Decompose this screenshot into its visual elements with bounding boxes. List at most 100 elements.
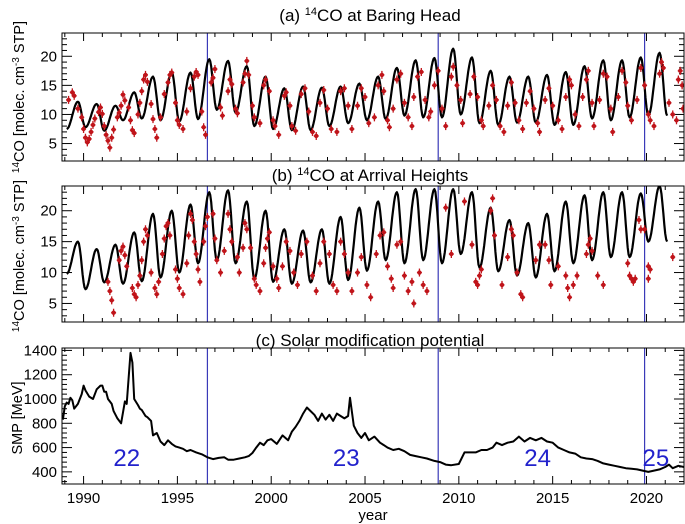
observation-point: [289, 122, 295, 131]
observation-marker: [203, 223, 208, 229]
observation-point: [555, 262, 561, 271]
observation-marker: [118, 248, 124, 254]
observation-point: [240, 243, 246, 252]
observation-point: [469, 240, 475, 249]
x-tick-label: 2005: [348, 490, 381, 507]
observation-point: [657, 69, 663, 78]
observation-marker: [449, 74, 454, 79]
observation-marker: [349, 126, 355, 132]
observation-marker: [676, 77, 681, 82]
observation-point: [227, 225, 233, 234]
observation-marker: [342, 86, 347, 91]
observation-marker: [460, 120, 465, 126]
observation-point: [199, 107, 205, 116]
observation-point: [666, 98, 672, 107]
observation-marker: [494, 97, 499, 103]
observation-marker: [556, 264, 561, 269]
observation-marker: [133, 295, 139, 300]
observation-marker: [276, 132, 281, 138]
observation-marker: [355, 270, 360, 275]
observation-marker: [70, 90, 75, 95]
observation-marker: [137, 100, 143, 106]
observation-point: [142, 70, 148, 79]
panel-b-ylabel: 14CO [molec. cm-3 STP]: [11, 180, 28, 332]
observation-point: [368, 293, 374, 302]
observation-point: [173, 98, 179, 107]
panel-b-arrival-heights: (b) 14CO at Arrival Heights 14CO [molec.…: [11, 166, 685, 332]
observation-marker: [405, 288, 411, 294]
observation-marker: [222, 248, 227, 254]
observation-point: [191, 237, 197, 246]
observation-point: [405, 113, 411, 122]
observation-point: [366, 119, 372, 128]
observation-point: [355, 268, 361, 277]
observation-point: [546, 256, 552, 265]
observation-point: [458, 95, 464, 104]
observation-point: [212, 234, 218, 243]
observation-marker: [130, 285, 135, 291]
observation-marker: [299, 91, 304, 97]
observation-marker: [422, 97, 428, 103]
observation-point: [324, 104, 330, 113]
observation-marker: [492, 233, 497, 238]
observation-marker: [571, 282, 576, 288]
observation-point: [531, 104, 537, 113]
observation-marker: [572, 112, 578, 117]
observation-point: [670, 253, 676, 262]
observation-point: [587, 234, 593, 243]
observation-marker: [175, 118, 180, 123]
observation-marker: [359, 254, 364, 260]
y-tick-label: 600: [32, 440, 57, 457]
observation-point: [176, 284, 182, 292]
panel-b-title-sup: 14: [297, 166, 309, 178]
observation-marker: [533, 257, 538, 263]
observation-marker: [330, 282, 336, 288]
observation-marker: [623, 80, 629, 85]
observation-marker: [71, 93, 77, 99]
observation-marker: [638, 227, 644, 232]
observation-marker: [299, 251, 304, 257]
observation-marker: [252, 115, 257, 120]
observation-marker: [242, 71, 248, 76]
observation-marker: [177, 122, 182, 128]
observation-point: [203, 222, 209, 231]
observation-point: [159, 250, 165, 258]
observation-point: [512, 98, 518, 107]
observation-marker: [225, 211, 231, 217]
observation-marker: [233, 106, 238, 111]
observation-point: [266, 228, 272, 237]
observation-point: [520, 293, 526, 302]
observation-point: [176, 120, 182, 129]
observation-marker: [120, 244, 126, 249]
observation-marker: [342, 251, 347, 257]
observation-marker: [514, 270, 520, 275]
observation-point: [338, 87, 344, 96]
observation-point: [591, 122, 597, 131]
observation-marker: [345, 103, 351, 108]
observation-marker: [193, 251, 199, 257]
observation-marker: [497, 123, 503, 129]
observation-point: [184, 107, 190, 116]
observation-point: [580, 93, 586, 101]
observation-marker: [569, 83, 574, 88]
observation-point: [233, 104, 239, 113]
observation-point: [287, 246, 293, 255]
observation-marker: [102, 123, 107, 129]
panel-a-frame: [61, 32, 685, 162]
panel-b-frame: [61, 185, 685, 323]
panel-b-ylabel-main: CO [molec. cm: [12, 225, 28, 321]
observation-point: [645, 110, 651, 119]
y-tick-label: 15: [40, 234, 57, 251]
observation-point: [634, 95, 640, 104]
observation-point: [120, 90, 126, 99]
observation-point: [150, 115, 156, 124]
observation-point: [334, 287, 340, 296]
y-tick-label: 10: [40, 265, 57, 282]
observation-point: [381, 228, 387, 237]
observation-point: [144, 231, 150, 240]
observation-marker: [642, 83, 647, 88]
y-tick-label: 20: [40, 48, 57, 65]
observation-point: [257, 119, 263, 128]
observation-marker: [389, 276, 394, 281]
observation-marker: [636, 217, 642, 223]
